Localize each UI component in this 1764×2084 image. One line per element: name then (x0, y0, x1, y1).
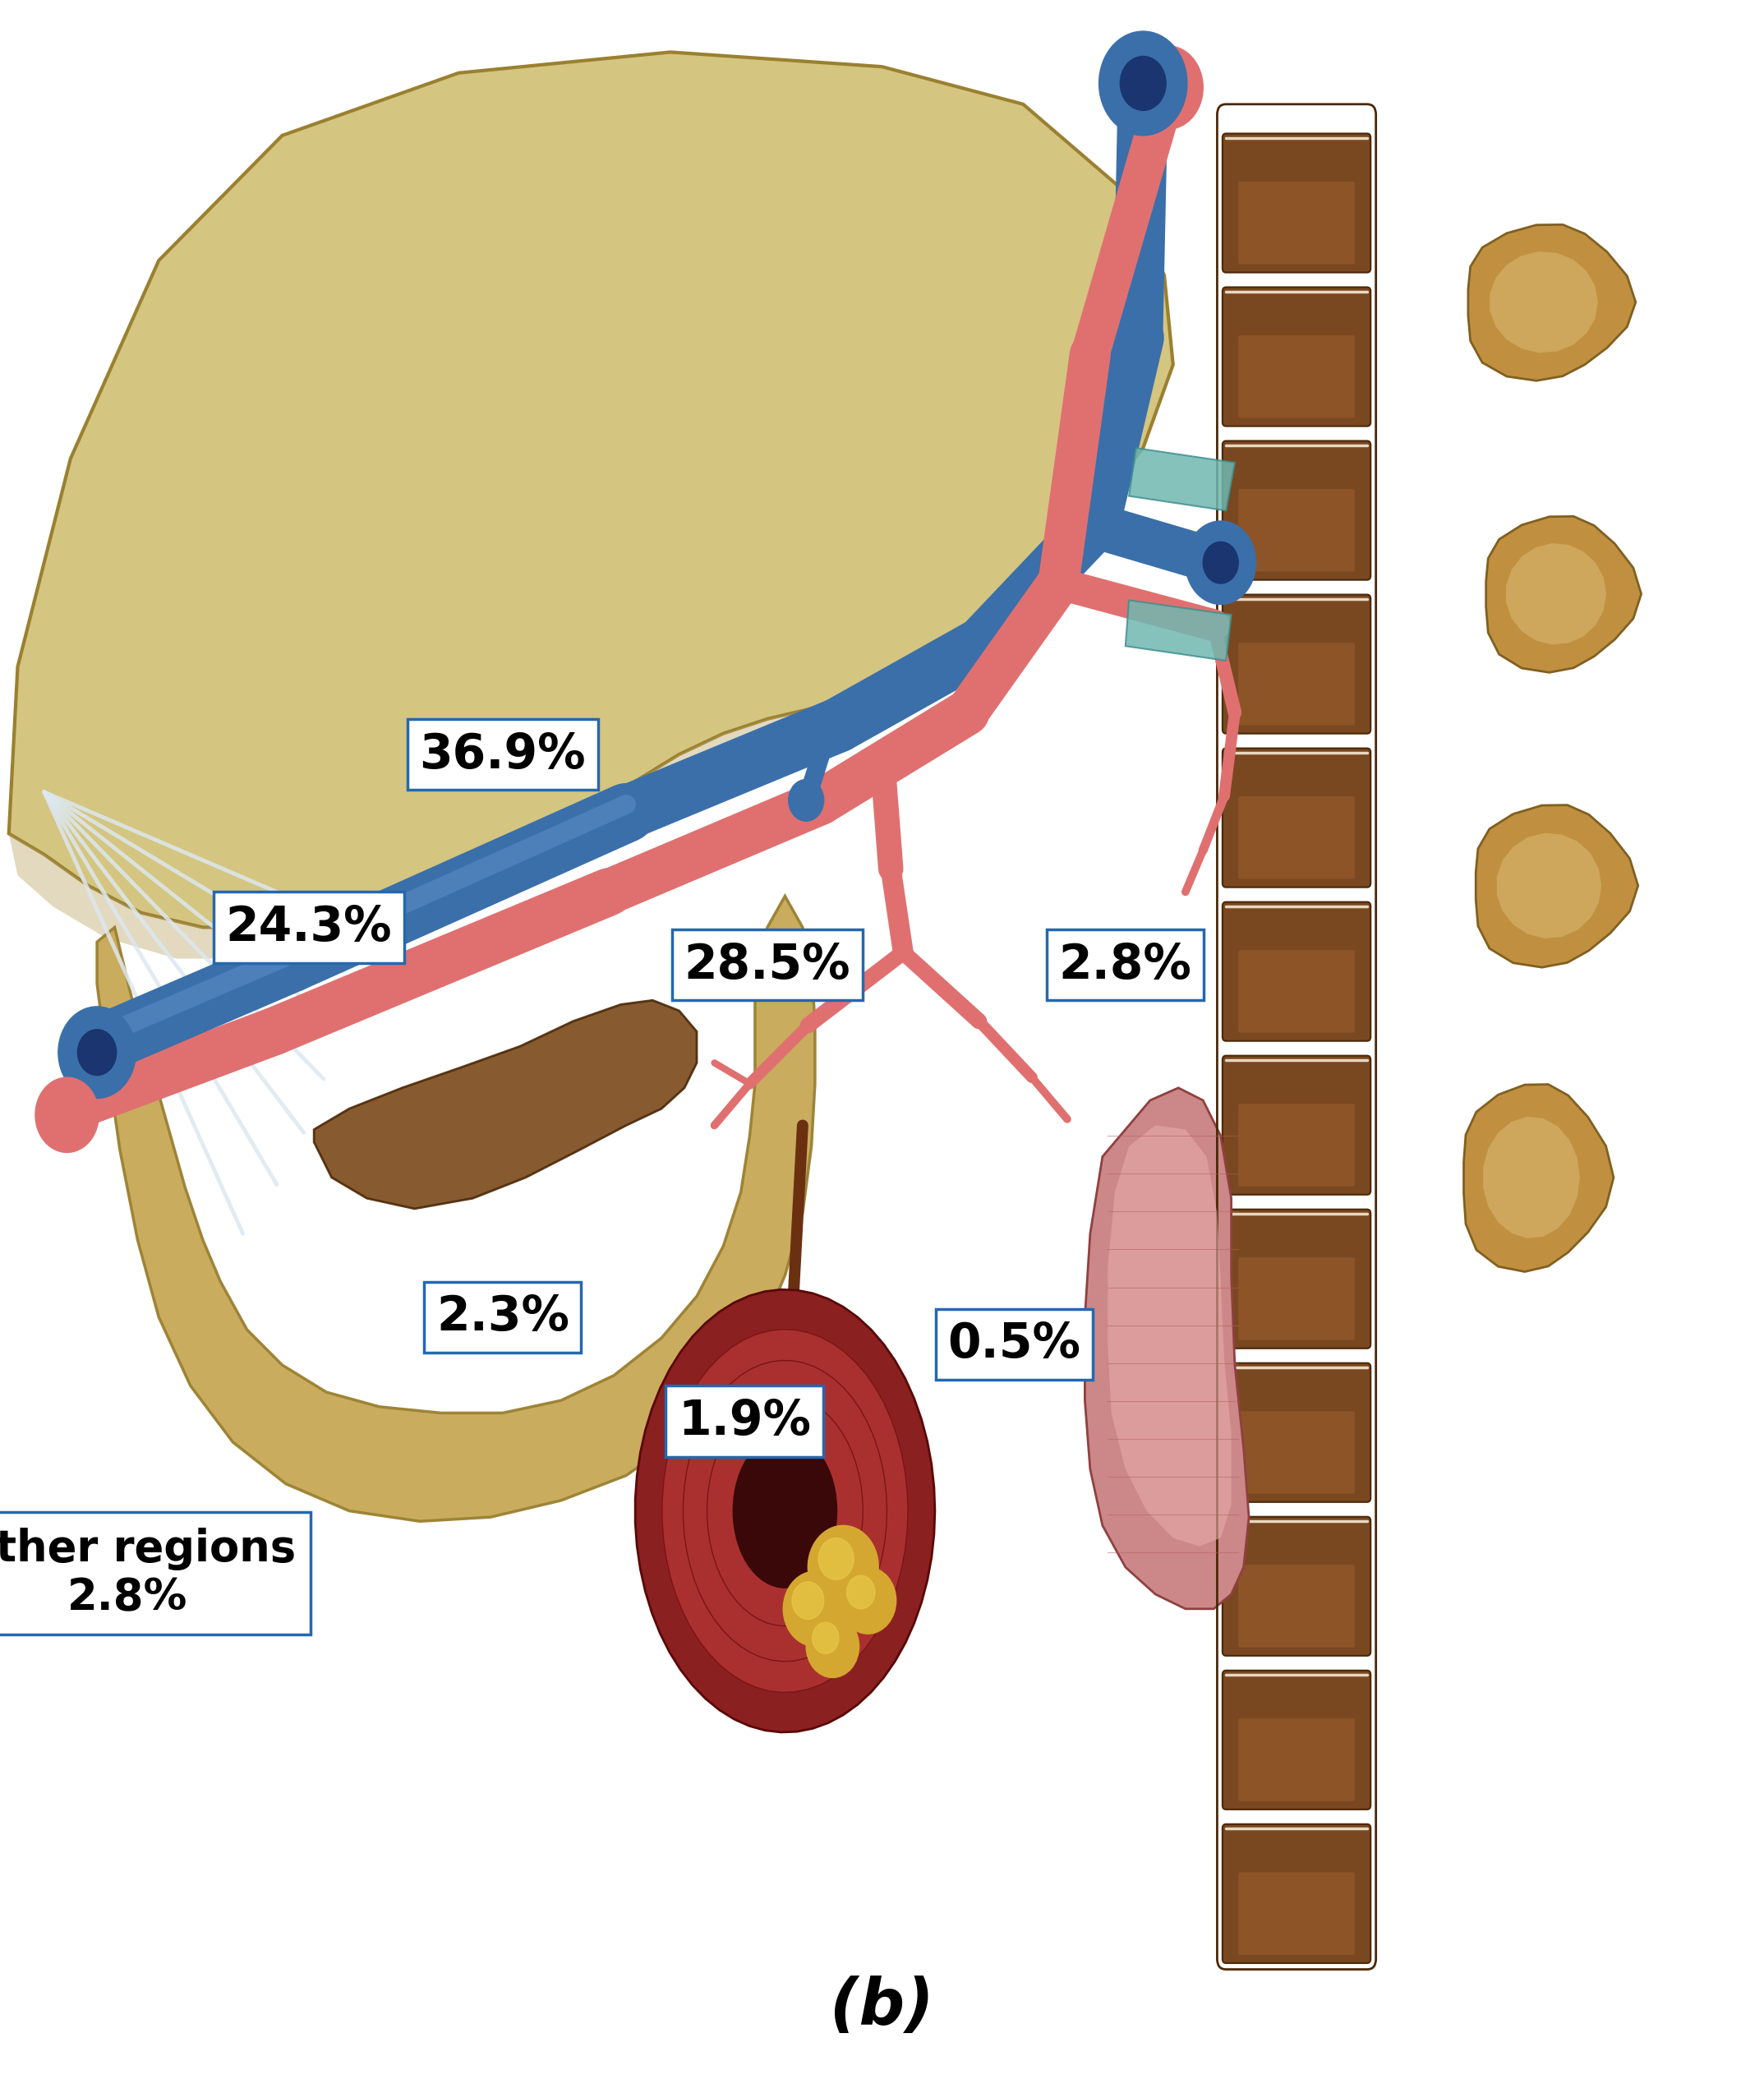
FancyBboxPatch shape (1238, 336, 1355, 419)
FancyBboxPatch shape (1222, 594, 1371, 734)
Circle shape (58, 1007, 136, 1098)
Text: 36.9%: 36.9% (420, 731, 586, 777)
FancyBboxPatch shape (1238, 796, 1355, 879)
Polygon shape (314, 1000, 697, 1209)
FancyBboxPatch shape (1238, 181, 1355, 265)
Polygon shape (1464, 1084, 1614, 1271)
Text: 2.3%: 2.3% (436, 1294, 570, 1340)
Circle shape (1099, 31, 1187, 135)
Circle shape (35, 1077, 99, 1152)
Polygon shape (97, 896, 815, 1521)
FancyBboxPatch shape (1238, 490, 1355, 571)
Circle shape (78, 1029, 116, 1075)
Polygon shape (635, 1290, 935, 1732)
Text: 24.3%: 24.3% (226, 904, 392, 950)
Polygon shape (1468, 225, 1635, 381)
Circle shape (789, 779, 824, 821)
Circle shape (1185, 521, 1256, 604)
Polygon shape (1129, 448, 1235, 511)
Circle shape (808, 1525, 878, 1609)
Text: (b): (b) (831, 1976, 933, 2038)
Circle shape (847, 1576, 875, 1609)
FancyBboxPatch shape (1222, 902, 1371, 1042)
FancyBboxPatch shape (1222, 748, 1371, 888)
Text: 28.5%: 28.5% (684, 942, 850, 988)
Circle shape (818, 1538, 854, 1580)
Polygon shape (9, 52, 1173, 927)
FancyBboxPatch shape (1222, 1057, 1371, 1194)
FancyBboxPatch shape (1238, 642, 1355, 725)
Polygon shape (1125, 600, 1231, 661)
Circle shape (783, 1571, 847, 1646)
FancyBboxPatch shape (1238, 1105, 1355, 1186)
FancyBboxPatch shape (1222, 1363, 1371, 1503)
Polygon shape (1491, 252, 1598, 352)
FancyBboxPatch shape (1238, 1719, 1355, 1801)
Polygon shape (1085, 1088, 1249, 1609)
Circle shape (806, 1615, 859, 1678)
Circle shape (840, 1567, 896, 1634)
FancyBboxPatch shape (1222, 1517, 1371, 1655)
Polygon shape (9, 709, 811, 959)
Polygon shape (1498, 834, 1602, 938)
FancyBboxPatch shape (1222, 288, 1371, 427)
FancyBboxPatch shape (1222, 442, 1371, 579)
Polygon shape (1108, 1125, 1231, 1546)
Polygon shape (1485, 517, 1641, 673)
Text: Other regions
2.8%: Other regions 2.8% (0, 1528, 296, 1619)
FancyBboxPatch shape (1238, 950, 1355, 1034)
FancyBboxPatch shape (1222, 133, 1371, 273)
FancyBboxPatch shape (1238, 1565, 1355, 1646)
Polygon shape (707, 1396, 863, 1626)
Circle shape (811, 1621, 840, 1655)
FancyBboxPatch shape (1238, 1257, 1355, 1340)
Polygon shape (1506, 544, 1607, 644)
Text: 2.8%: 2.8% (1058, 942, 1192, 988)
FancyBboxPatch shape (1222, 1209, 1371, 1348)
FancyBboxPatch shape (1222, 1671, 1371, 1809)
Polygon shape (683, 1361, 887, 1661)
Circle shape (1120, 56, 1166, 110)
Polygon shape (1484, 1117, 1581, 1238)
Polygon shape (732, 1434, 838, 1588)
Text: 0.5%: 0.5% (947, 1321, 1081, 1367)
FancyBboxPatch shape (1238, 1871, 1355, 1955)
Circle shape (1203, 542, 1238, 584)
Circle shape (1132, 46, 1203, 129)
Polygon shape (1476, 804, 1639, 967)
Text: 1.9%: 1.9% (677, 1398, 811, 1444)
Polygon shape (662, 1330, 908, 1692)
FancyBboxPatch shape (1222, 1824, 1371, 1963)
Circle shape (792, 1582, 824, 1619)
FancyBboxPatch shape (1238, 1411, 1355, 1494)
